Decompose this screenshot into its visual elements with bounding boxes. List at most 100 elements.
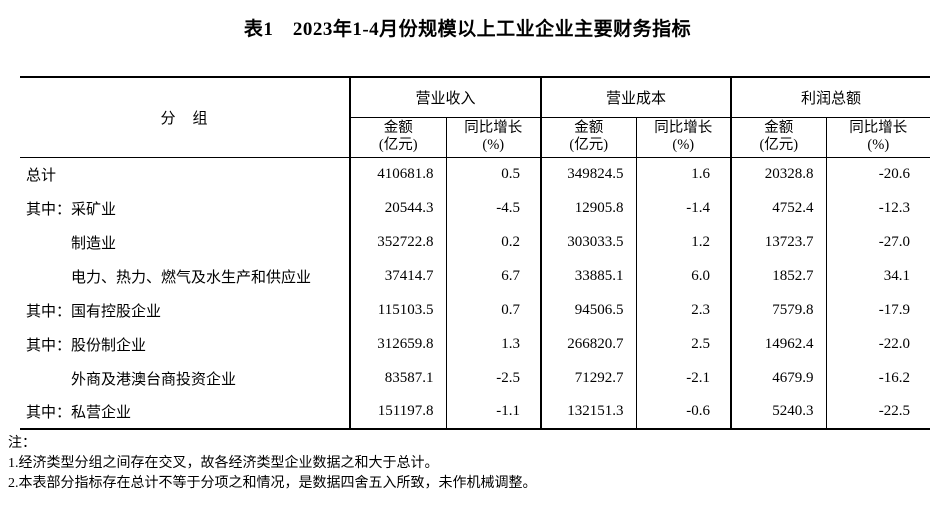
section-header-profit: 利润总额 xyxy=(730,77,931,118)
growth-header-line1: 同比增长 xyxy=(464,120,523,136)
profit-amount-cell: 7579.8 xyxy=(730,293,827,327)
growth-header-line2: (%) xyxy=(672,137,695,153)
amount-header-line1: 金额 xyxy=(383,120,413,136)
row-name: 外商及港澳台商投资企业 xyxy=(71,371,237,388)
revenue-growth-cell: -2.5 xyxy=(445,361,542,395)
row-label: 电力、热力、燃气及水生产和供应业 xyxy=(20,259,350,293)
profit-growth-cell: -16.2 xyxy=(825,361,931,395)
table-row-foreign-invested: 外商及港澳台商投资企业 83587.1 -2.5 71292.7 -2.1 46… xyxy=(20,361,931,395)
profit-growth-cell: -17.9 xyxy=(825,293,931,327)
row-label: 其中：国有控股企业 xyxy=(20,293,350,327)
cost-amount-cell: 132151.3 xyxy=(540,395,637,429)
table-notes: 注： 1.经济类型分组之间存在交叉，故各经济类型企业数据之和大于总计。 2.本表… xyxy=(8,434,935,494)
amount-header-line1: 金额 xyxy=(574,120,604,136)
row-name: 国有控股企业 xyxy=(71,303,162,320)
row-name: 电力、热力、燃气及水生产和供应业 xyxy=(71,269,312,286)
cost-amount-cell: 12905.8 xyxy=(540,191,637,225)
cost-amount-cell: 266820.7 xyxy=(540,327,637,361)
revenue-amount-header: 金额 (亿元) xyxy=(349,117,446,158)
row-prefix: 其中： xyxy=(26,337,72,354)
cost-growth-cell: -0.6 xyxy=(635,395,732,429)
section-header-cost: 营业成本 xyxy=(540,77,732,118)
row-label: 外商及港澳台商投资企业 xyxy=(20,361,350,395)
row-prefix: 其中： xyxy=(26,201,72,218)
cost-growth-cell: -2.1 xyxy=(635,361,732,395)
profit-growth-cell: -22.5 xyxy=(825,395,931,429)
profit-amount-cell: 4752.4 xyxy=(730,191,827,225)
cost-growth-cell: -1.4 xyxy=(635,191,732,225)
profit-growth-header: 同比增长 (%) xyxy=(825,117,931,158)
profit-growth-cell: -22.0 xyxy=(825,327,931,361)
revenue-growth-cell: -4.5 xyxy=(445,191,542,225)
growth-header-line2: (%) xyxy=(482,137,505,153)
revenue-growth-cell: 0.2 xyxy=(445,225,542,259)
amount-header-line2: (亿元) xyxy=(759,137,799,153)
cost-amount-cell: 33885.1 xyxy=(540,259,637,293)
cost-amount-cell: 349824.5 xyxy=(540,157,637,191)
cost-growth-cell: 2.5 xyxy=(635,327,732,361)
revenue-amount-cell: 37414.7 xyxy=(349,259,446,293)
revenue-amount-cell: 410681.8 xyxy=(349,157,446,191)
profit-amount-cell: 13723.7 xyxy=(730,225,827,259)
revenue-amount-cell: 115103.5 xyxy=(349,293,446,327)
revenue-growth-cell: 6.7 xyxy=(445,259,542,293)
revenue-amount-cell: 312659.8 xyxy=(349,327,446,361)
revenue-growth-header: 同比增长 (%) xyxy=(445,117,542,158)
cost-growth-header: 同比增长 (%) xyxy=(635,117,732,158)
table-row-mining: 其中：采矿业 20544.3 -4.5 12905.8 -1.4 4752.4 … xyxy=(20,191,931,225)
row-label: 制造业 xyxy=(20,225,350,259)
revenue-growth-cell: 0.5 xyxy=(445,157,542,191)
profit-growth-cell: -27.0 xyxy=(825,225,931,259)
cost-growth-cell: 6.0 xyxy=(635,259,732,293)
group-header-cell: 分 组 xyxy=(20,77,351,158)
row-label: 其中：私营企业 xyxy=(20,395,350,429)
profit-amount-cell: 20328.8 xyxy=(730,157,827,191)
profit-amount-cell: 1852.7 xyxy=(730,259,827,293)
note-item-1: 1.经济类型分组之间存在交叉，故各经济类型企业数据之和大于总计。 xyxy=(8,456,439,471)
profit-amount-cell: 5240.3 xyxy=(730,395,827,429)
revenue-growth-cell: 1.3 xyxy=(445,327,542,361)
cost-amount-cell: 303033.5 xyxy=(540,225,637,259)
table-row-manufacturing: 制造业 352722.8 0.2 303033.5 1.2 13723.7 -2… xyxy=(20,225,931,259)
financial-indicators-table: 分 组 营业收入 营业成本 利润总额 金额 (亿元) 同比增长 (%) 金额 (… xyxy=(20,76,931,430)
growth-header-line1: 同比增长 xyxy=(654,120,713,136)
cost-amount-cell: 94506.5 xyxy=(540,293,637,327)
revenue-amount-cell: 352722.8 xyxy=(349,225,446,259)
header-row-sections: 分 组 营业收入 营业成本 利润总额 xyxy=(20,77,931,158)
table-row-private: 其中：私营企业 151197.8 -1.1 132151.3 -0.6 5240… xyxy=(20,395,931,429)
revenue-amount-cell: 20544.3 xyxy=(349,191,446,225)
profit-growth-cell: 34.1 xyxy=(825,259,931,293)
header-row-measures: 金额 (亿元) 同比增长 (%) 金额 (亿元) 同比增长 (%) 金额 ( xyxy=(20,117,931,158)
cost-growth-cell: 1.6 xyxy=(635,157,732,191)
amount-header-line2: (亿元) xyxy=(378,137,418,153)
section-header-revenue: 营业收入 xyxy=(348,77,542,118)
profit-growth-cell: -20.6 xyxy=(825,157,931,191)
table-row-total: 总计 410681.8 0.5 349824.5 1.6 20328.8 -20… xyxy=(20,157,931,191)
cost-growth-cell: 2.3 xyxy=(635,293,732,327)
page-title: 表1 2023年1-4月份规模以上工业企业主要财务指标 xyxy=(243,19,692,40)
row-name: 采矿业 xyxy=(71,201,117,218)
table-row-joint-stock: 其中：股份制企业 312659.8 1.3 266820.7 2.5 14962… xyxy=(20,327,931,361)
amount-header-line1: 金额 xyxy=(764,120,794,136)
table-row-utilities: 电力、热力、燃气及水生产和供应业 37414.7 6.7 33885.1 6.0… xyxy=(20,259,931,293)
cost-amount-cell: 71292.7 xyxy=(540,361,637,395)
row-label: 其中：采矿业 xyxy=(20,191,350,225)
row-label: 其中：股份制企业 xyxy=(20,327,350,361)
row-name: 制造业 xyxy=(71,235,117,252)
amount-header-line2: (亿元) xyxy=(569,137,609,153)
notes-label: 注： xyxy=(8,436,36,451)
growth-header-line2: (%) xyxy=(867,137,890,153)
cost-amount-header: 金额 (亿元) xyxy=(540,117,637,158)
row-name: 总计 xyxy=(26,167,57,184)
revenue-growth-cell: 0.7 xyxy=(445,293,542,327)
cost-growth-cell: 1.2 xyxy=(635,225,732,259)
revenue-amount-cell: 151197.8 xyxy=(349,395,446,429)
row-label: 总计 xyxy=(20,157,350,191)
table-row-state-owned: 其中：国有控股企业 115103.5 0.7 94506.5 2.3 7579.… xyxy=(20,293,931,327)
row-name: 私营企业 xyxy=(71,405,132,421)
growth-header-line1: 同比增长 xyxy=(849,120,908,136)
revenue-amount-cell: 83587.1 xyxy=(349,361,446,395)
row-prefix: 其中： xyxy=(26,405,72,421)
profit-amount-header: 金额 (亿元) xyxy=(730,117,827,158)
revenue-growth-cell: -1.1 xyxy=(445,395,542,429)
